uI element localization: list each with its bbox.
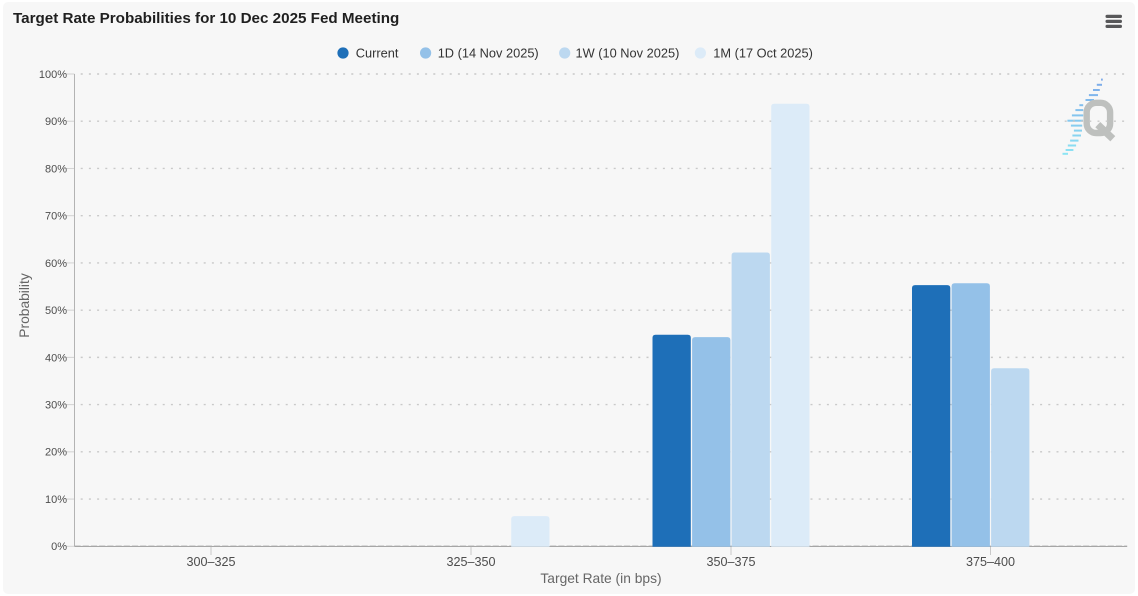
svg-text:100%: 100% xyxy=(39,69,67,81)
svg-text:10%: 10% xyxy=(45,494,67,506)
svg-text:Target Rate (in bps): Target Rate (in bps) xyxy=(540,571,661,586)
svg-text:70%: 70% xyxy=(45,211,67,223)
svg-text:350–375: 350–375 xyxy=(706,555,755,569)
svg-text:300–325: 300–325 xyxy=(186,555,235,569)
svg-text:20%: 20% xyxy=(45,447,67,459)
svg-text:40%: 40% xyxy=(45,352,67,364)
svg-text:50%: 50% xyxy=(45,305,67,317)
svg-text:1W (10 Nov 2025): 1W (10 Nov 2025) xyxy=(576,45,680,60)
svg-text:60%: 60% xyxy=(45,258,67,270)
svg-text:1M (17 Oct 2025): 1M (17 Oct 2025) xyxy=(713,45,813,60)
svg-text:1D (14 Nov 2025): 1D (14 Nov 2025) xyxy=(438,45,539,60)
svg-text:30%: 30% xyxy=(45,400,67,412)
svg-text:325–350: 325–350 xyxy=(446,555,495,569)
svg-text:Probability: Probability xyxy=(17,273,32,338)
svg-text:80%: 80% xyxy=(45,163,67,175)
svg-text:90%: 90% xyxy=(45,116,67,128)
svg-text:375–400: 375–400 xyxy=(966,555,1015,569)
svg-text:Current: Current xyxy=(356,45,399,60)
svg-text:0%: 0% xyxy=(51,541,67,553)
svg-text:Target Rate Probabilities for: Target Rate Probabilities for 10 Dec 202… xyxy=(13,10,399,27)
